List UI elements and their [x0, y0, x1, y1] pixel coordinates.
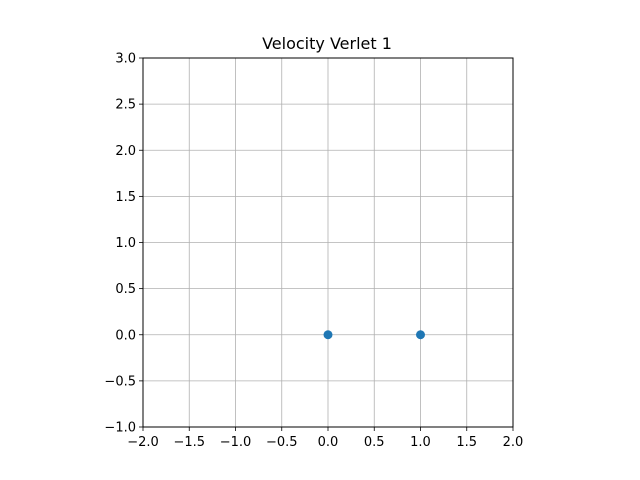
x-tick-label: 1.5 — [456, 435, 477, 450]
x-tick-label: 0.5 — [364, 435, 385, 450]
x-tick-label: −1.0 — [220, 435, 252, 450]
y-tick-label: −1.0 — [104, 421, 136, 436]
axes-frame — [142, 57, 514, 428]
data-point — [323, 330, 333, 340]
y-tick-label: 2.0 — [115, 144, 136, 159]
y-tick-label: 1.0 — [115, 236, 136, 251]
data-point — [416, 330, 425, 340]
data-points — [323, 330, 425, 340]
x-tick-label: 1.0 — [410, 435, 431, 450]
y-tick-label: 0.5 — [115, 282, 136, 297]
y-tick-label: −0.5 — [104, 374, 136, 389]
x-tick-label: −0.5 — [266, 435, 298, 450]
y-tick-label: 2.5 — [115, 98, 136, 113]
x-tick-label: 2.0 — [503, 435, 524, 450]
x-tick-label: −2.0 — [127, 435, 159, 450]
ticks: −2.0 −1.5 −1.0 −0.5 0.0 0.5 1.0 1.5 2.0 −1.0 −0.5 0… — [104, 52, 523, 451]
y-tick-label: 3.0 — [115, 52, 136, 67]
x-tick-label: −1.5 — [173, 435, 205, 450]
y-tick-label: 0.0 — [115, 328, 136, 343]
y-tick-label: 1.5 — [115, 190, 136, 205]
x-tick-label: 0.0 — [318, 435, 339, 450]
chart-title: Velocity Verlet 1 — [262, 34, 392, 53]
